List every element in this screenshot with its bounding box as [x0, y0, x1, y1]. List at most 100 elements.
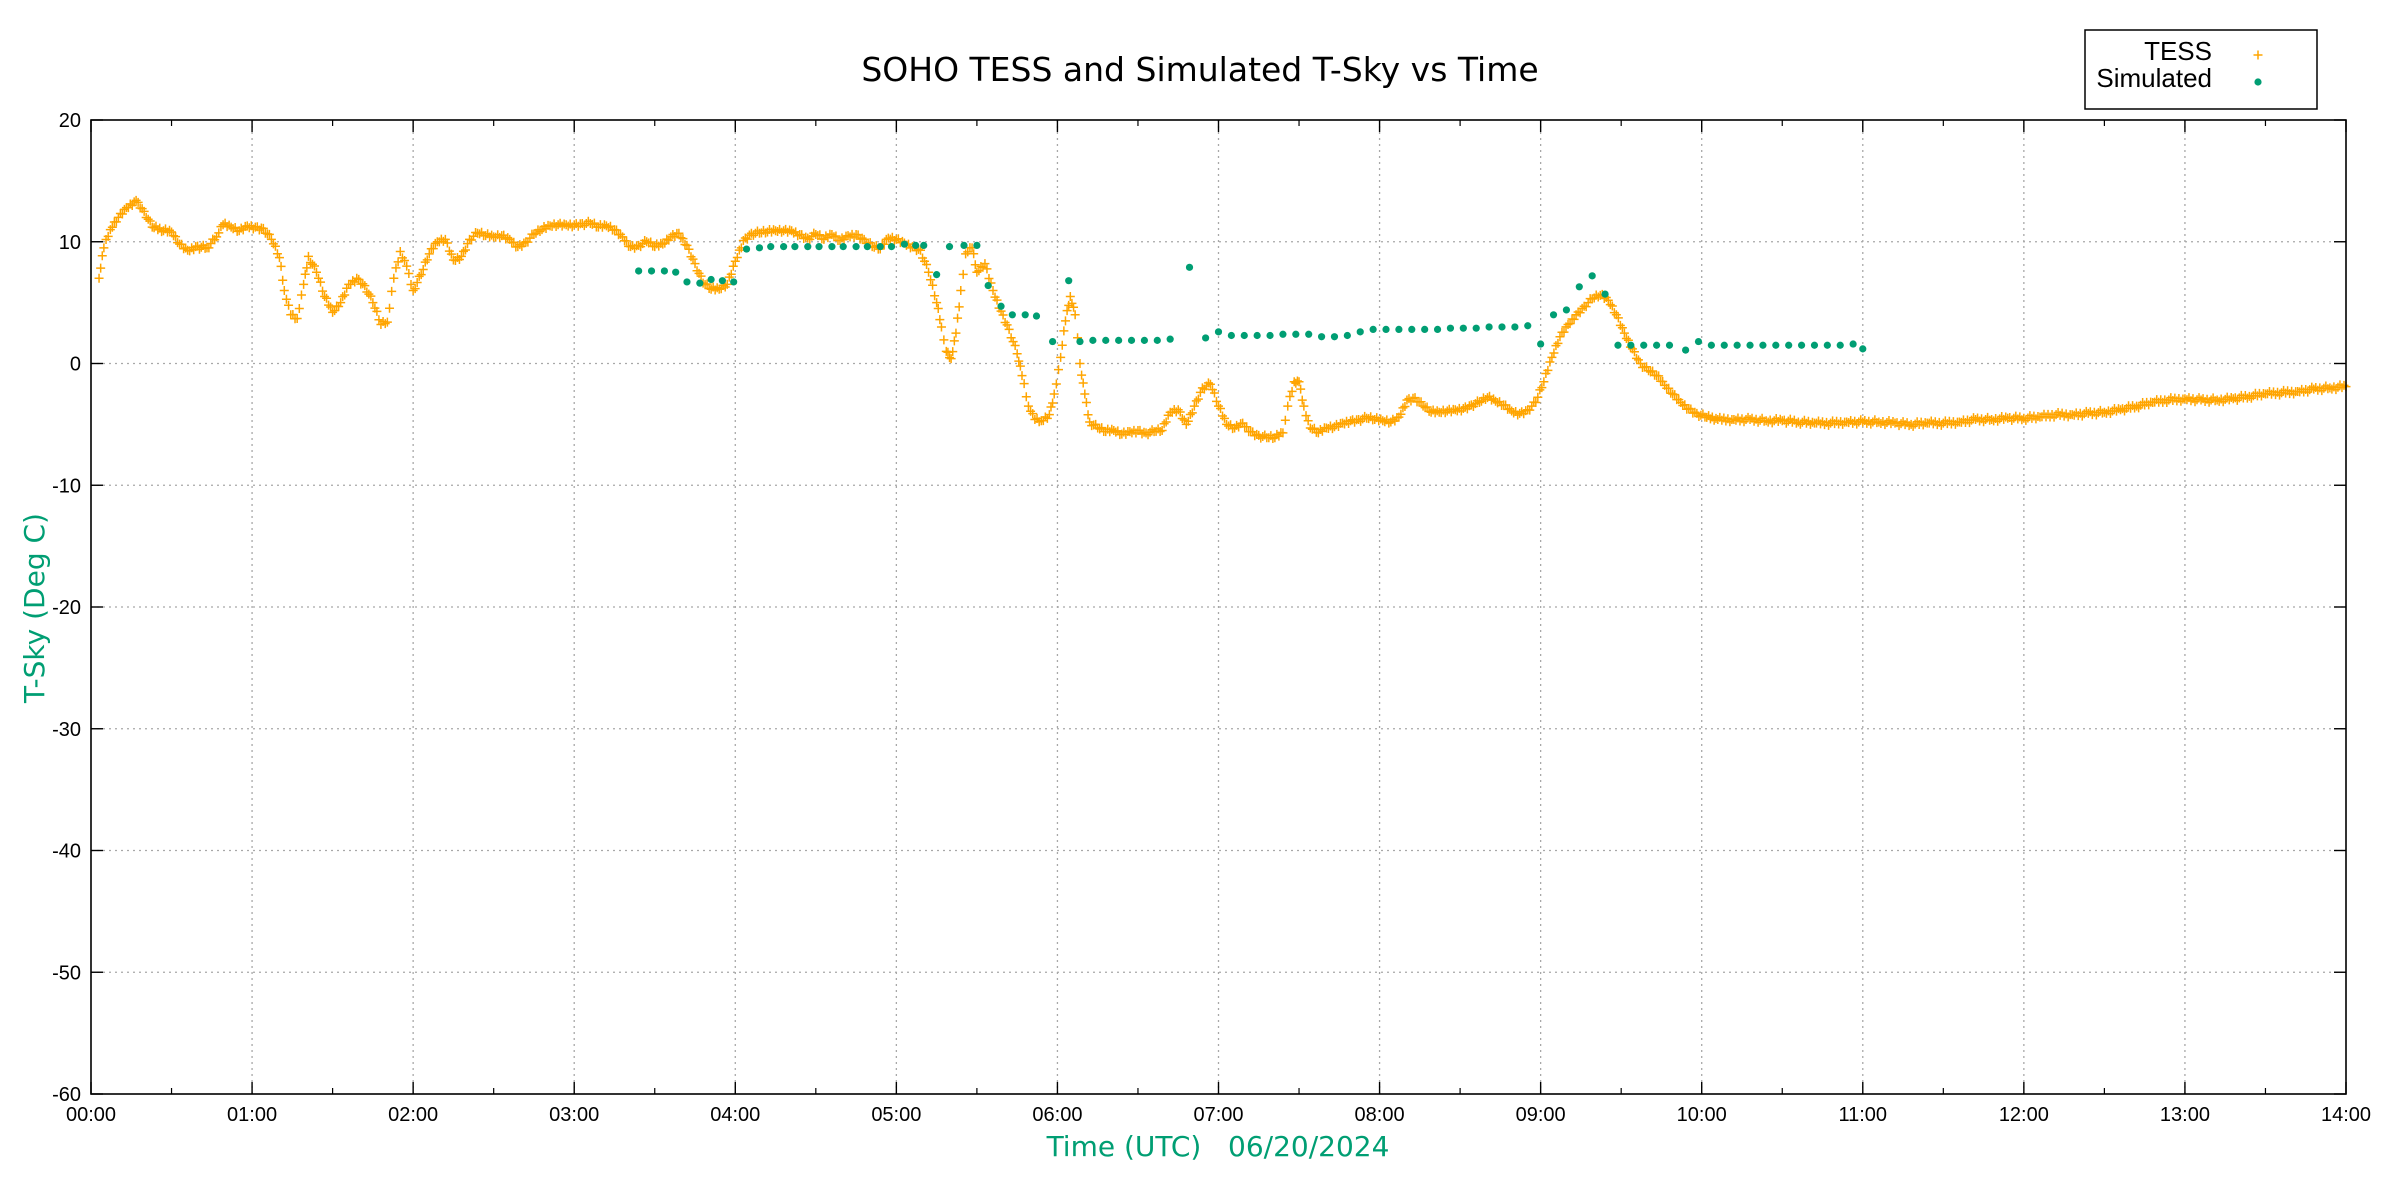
tess-point	[1179, 415, 1189, 425]
tess-point	[1080, 389, 1090, 399]
tess-point	[1285, 392, 1295, 402]
simulated-point	[1021, 311, 1029, 319]
tess-point	[410, 284, 420, 294]
x-tick-label: 00:00	[66, 1104, 116, 1126]
tess-point	[626, 242, 636, 252]
tess-point	[1023, 401, 1033, 411]
tess-point	[1077, 370, 1087, 380]
tess-point	[1396, 409, 1406, 419]
tess-point	[1422, 402, 1432, 412]
simulated-point	[672, 268, 680, 276]
tess-point	[1028, 409, 1038, 419]
tess-point	[1537, 383, 1547, 393]
tess-point	[360, 281, 370, 291]
tess-point	[1187, 408, 1197, 418]
tess-point	[334, 302, 344, 312]
tess-point	[428, 244, 438, 254]
tess-point	[961, 249, 971, 259]
tess-point	[1287, 386, 1297, 396]
simulated-point	[1032, 312, 1041, 320]
tess-point	[324, 300, 334, 310]
tess-point	[963, 247, 973, 257]
simulated-point	[1127, 336, 1136, 344]
simulated-point	[1785, 341, 1793, 349]
tess-point	[515, 240, 525, 250]
tess-point	[1021, 392, 1031, 402]
tess-point	[1807, 417, 1817, 427]
tess-point	[926, 275, 936, 285]
tess-point	[1664, 383, 1674, 393]
tess-point	[1296, 384, 1306, 394]
legend-marker-tess	[2253, 50, 2263, 60]
tess-point	[831, 231, 841, 241]
tess-point	[970, 260, 980, 270]
tess-point	[883, 233, 893, 243]
tess-point	[1402, 395, 1412, 405]
tess-point	[322, 293, 332, 303]
simulated-point	[791, 243, 799, 251]
tess-point	[1629, 347, 1639, 357]
tess-point	[1739, 417, 1749, 427]
tess-point	[187, 243, 197, 253]
simulated-point	[1202, 334, 1210, 342]
tess-point	[452, 252, 462, 262]
simulated-point	[755, 244, 764, 252]
tess-point	[279, 285, 289, 295]
simulated-point	[1746, 341, 1754, 349]
tess-point	[1866, 419, 1876, 429]
tess-point	[1002, 320, 1012, 330]
tess-point	[1617, 323, 1627, 333]
tess-point	[1137, 429, 1147, 439]
simulated-point	[1115, 336, 1123, 344]
tess-point	[292, 313, 302, 323]
tess-point	[1059, 326, 1069, 336]
tess-point	[674, 228, 684, 238]
tess-point	[658, 239, 668, 249]
tess-point	[1309, 423, 1319, 433]
tess-point	[153, 225, 163, 235]
tess-point	[837, 233, 847, 243]
tess-point	[1525, 405, 1535, 415]
tess-point	[1474, 397, 1484, 407]
tess-point	[1232, 420, 1242, 430]
tess-point	[272, 249, 282, 259]
simulated-point	[1511, 323, 1519, 331]
tess-point	[1299, 401, 1309, 411]
simulated-point	[1227, 331, 1235, 340]
tess-point	[1581, 302, 1591, 312]
tess-point	[1046, 402, 1056, 412]
simulated-point	[1048, 337, 1057, 346]
tess-point	[1549, 348, 1559, 358]
tess-point	[980, 259, 990, 269]
x-axis-label: Time (UTC) 06/20/2024	[1046, 1130, 1390, 1163]
tess-point	[684, 244, 694, 254]
simulated-point	[1153, 336, 1161, 344]
tess-point	[395, 246, 405, 256]
tess-point	[678, 234, 688, 244]
tess-point	[276, 261, 286, 271]
simulated-point	[1459, 324, 1467, 332]
simulated-point	[912, 241, 920, 250]
legend-label-tess: TESS	[2144, 36, 2212, 66]
tess-point	[1501, 400, 1511, 410]
tess-point	[422, 255, 432, 265]
simulated-point	[1601, 290, 1609, 298]
simulated-point	[1102, 336, 1110, 344]
simulated-point	[1682, 346, 1690, 354]
tess-point	[728, 261, 738, 271]
tess-point	[408, 285, 418, 295]
tess-point	[704, 283, 714, 293]
tess-point	[1987, 415, 1997, 425]
tess-point	[1388, 414, 1398, 424]
tess-point	[294, 304, 304, 314]
tess-point	[1008, 337, 1018, 347]
tess-point	[2182, 395, 2192, 405]
tess-point	[281, 294, 291, 304]
simulated-point	[1140, 336, 1149, 344]
simulated-point	[960, 241, 968, 250]
tess-point	[2190, 397, 2200, 407]
tess-point	[702, 279, 712, 289]
tess-point	[992, 295, 1002, 305]
tess-point	[1010, 340, 1020, 350]
tess-point	[1294, 377, 1304, 387]
